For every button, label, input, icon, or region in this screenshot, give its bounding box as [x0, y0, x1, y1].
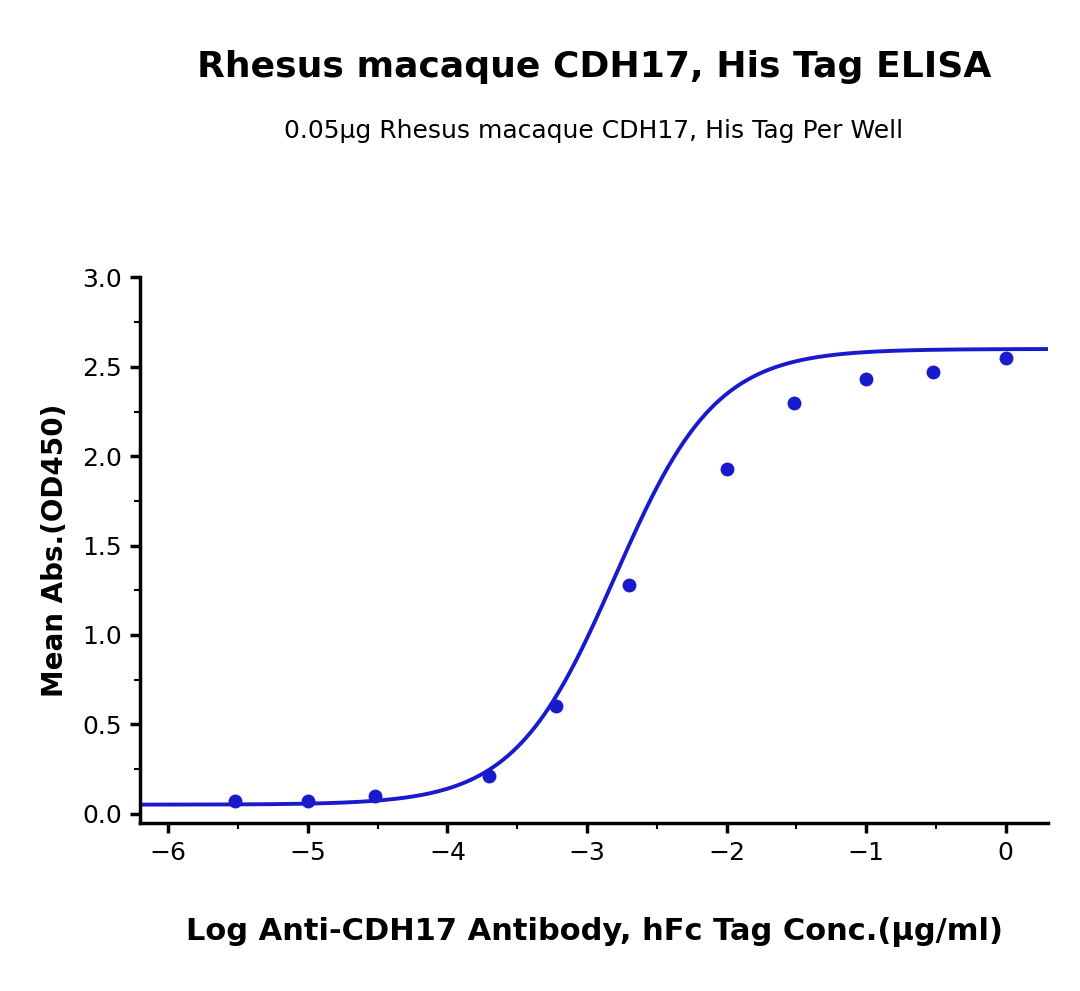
Text: Log Anti-CDH17 Antibody, hFc Tag Conc.(μg/ml): Log Anti-CDH17 Antibody, hFc Tag Conc.(μ… — [186, 917, 1002, 946]
Text: Rhesus macaque CDH17, His Tag ELISA: Rhesus macaque CDH17, His Tag ELISA — [197, 50, 991, 83]
Y-axis label: Mean Abs.(OD450): Mean Abs.(OD450) — [41, 403, 69, 697]
Text: 0.05μg Rhesus macaque CDH17, His Tag Per Well: 0.05μg Rhesus macaque CDH17, His Tag Per… — [284, 119, 904, 143]
